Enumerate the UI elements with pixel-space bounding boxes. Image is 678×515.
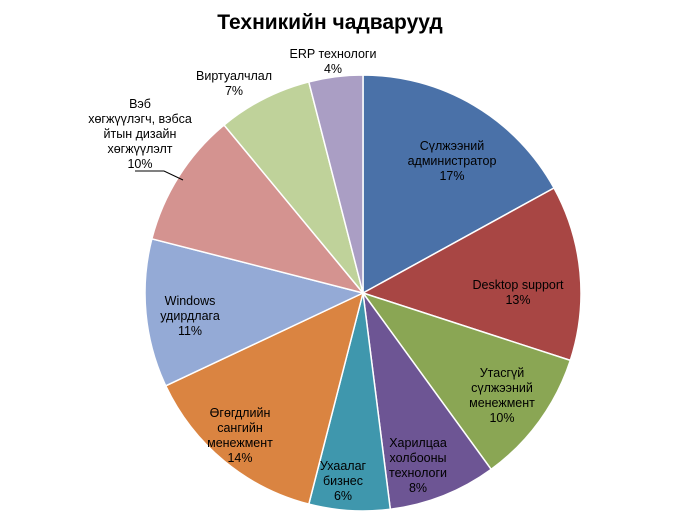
slice-labels: Сүлжээний администратор 17% Desktop support… (88, 47, 564, 503)
slice-label-line: Windows (165, 294, 216, 308)
slice-label-6: Өгөгдлийн сангийн менежмент 14% (207, 406, 273, 465)
slice-label-10: ERP технологи 4% (290, 47, 377, 76)
slice-label-line: 10% (127, 157, 152, 171)
pie-slice-2 (361, 186, 582, 362)
slice-label-line: сангийн (217, 421, 263, 435)
pie-slice-4 (362, 292, 493, 511)
slice-label-line: Утасгүй (480, 366, 525, 380)
slice-label-line: 6% (334, 489, 352, 503)
slice-label-line: Сүлжээний (420, 139, 485, 153)
slice-label-line: 14% (227, 451, 252, 465)
slice-label-line: 8% (409, 481, 427, 495)
slice-label-2: Desktop support 13% (472, 278, 564, 307)
slice-label-line: Өгөгдлийн (210, 406, 271, 420)
chart-title: Техникийн чадварууд (217, 11, 443, 34)
slice-label-line: технологи (389, 466, 447, 480)
slice-label-line: 11% (178, 324, 202, 338)
slice-label-line: Вэб (129, 97, 151, 111)
slice-label-line: холбооны (389, 451, 446, 465)
slice-label-line: Харилцаа (389, 436, 447, 450)
slice-label-line: сүлжээний (471, 381, 533, 395)
slice-label-9: Виртуалчлал 7% (196, 69, 272, 98)
slice-label-line: 17% (439, 169, 464, 183)
slice-label-5: Ухаалаг бизнес 6% (320, 459, 367, 503)
pie-slices (144, 74, 582, 512)
pie-slice-10 (307, 74, 364, 294)
pie-slice-3 (361, 291, 572, 471)
slice-label-line: ERP технологи (290, 47, 377, 61)
leader-line (135, 170, 184, 181)
slice-label-line: 4% (324, 62, 342, 76)
pie-slice-8 (150, 123, 366, 295)
slice-label-line: менежмент (207, 436, 273, 450)
slice-label-line: хөгжүүлэгч, вэбса (88, 112, 192, 126)
slice-label-line: йтын дизайн (104, 127, 177, 141)
slice-label-line: хөгжүүлэлт (107, 142, 172, 156)
slice-label-line: 7% (225, 84, 243, 98)
slice-label-line: менежмент (469, 396, 535, 410)
slice-label-line: 10% (489, 411, 514, 425)
slice-label-line: администратор (408, 154, 497, 168)
slice-label-4: Харилцаа холбооны технологи 8% (389, 436, 447, 495)
slice-label-line: удирдлага (160, 309, 220, 323)
pie-slice-6 (164, 291, 365, 506)
slice-label-line: бизнес (323, 474, 363, 488)
slice-label-line: Ухаалаг (320, 459, 367, 473)
pie-slice-7 (144, 237, 366, 387)
slice-label-7: Windows удирдлага 11% (160, 294, 220, 338)
pie-slice-1 (362, 74, 556, 295)
slice-label-3: Утасгүй сүлжээний менежмент 10% (469, 366, 535, 425)
slice-label-line: Desktop support (472, 278, 564, 292)
slice-label-8: Вэб хөгжүүлэгч, вэбса йтын дизайн хөгжүүлэл… (88, 97, 192, 171)
slice-label-line: Виртуалчлал (196, 69, 272, 83)
slice-label-1: Сүлжээний администратор 17% (408, 139, 497, 183)
slice-label-line: 13% (505, 293, 530, 307)
